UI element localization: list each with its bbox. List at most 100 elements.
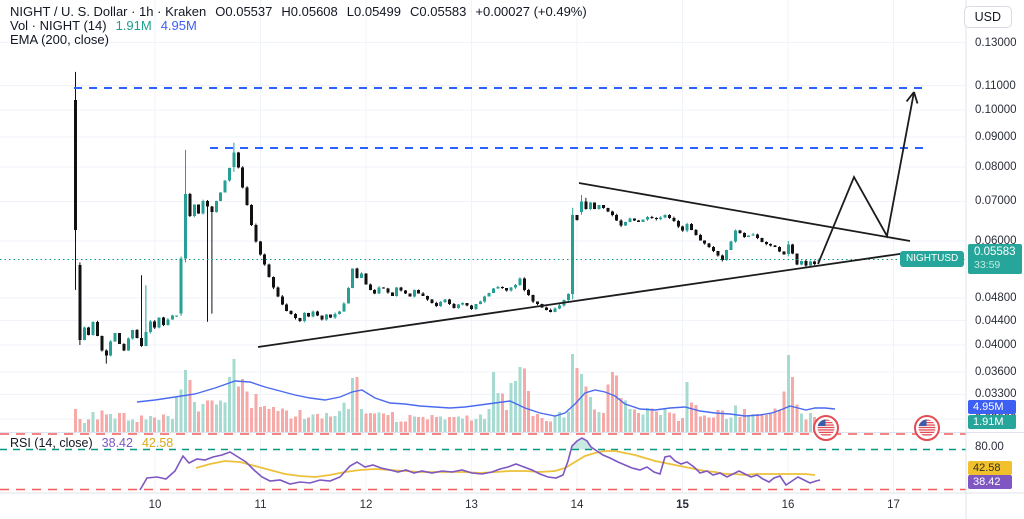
- volume-bar: [421, 416, 425, 432]
- volume-bar: [153, 417, 157, 432]
- candle: [800, 260, 803, 266]
- us-holiday-flag-icon[interactable]: [813, 415, 839, 441]
- candle: [148, 320, 152, 334]
- candle: [351, 268, 355, 289]
- currency-toggle-button[interactable]: USD: [963, 6, 1012, 28]
- volume-indicator-title: Vol · NIGHT (14): [10, 18, 107, 33]
- volume-bar: [628, 408, 632, 432]
- volume-legend-row[interactable]: Vol · NIGHT (14) 1.91M 4.95M: [10, 18, 197, 33]
- price-axis-label: 0.07000: [975, 195, 1017, 208]
- volume-bar: [197, 411, 201, 432]
- volume-bar: [773, 408, 777, 432]
- volume-bar: [676, 420, 680, 432]
- candle: [514, 283, 517, 289]
- price-axis-label: 0.08000: [975, 161, 1017, 174]
- volume-bar: [113, 418, 117, 432]
- volume-bar: [500, 393, 504, 432]
- us-holiday-flag-icon[interactable]: [914, 415, 940, 441]
- volume-bar: [522, 368, 526, 432]
- candle: [316, 310, 319, 317]
- candle: [78, 262, 82, 346]
- trendline-descending-resistance[interactable]: [578, 182, 911, 242]
- volume-bar: [716, 409, 720, 432]
- volume-bar: [505, 409, 509, 432]
- candle: [522, 277, 526, 292]
- volume-bar: [764, 415, 768, 432]
- volume-bar: [417, 417, 421, 432]
- candle: [153, 320, 157, 329]
- candle: [584, 197, 588, 210]
- trendline-rising-support[interactable]: [257, 251, 914, 348]
- candle: [263, 253, 267, 266]
- volume-bar: [404, 421, 407, 432]
- candle: [223, 180, 227, 193]
- symbol-legend-row[interactable]: NIGHT / U. S. Dollar · 1h · Kraken O0.05…: [10, 4, 587, 19]
- time-axis-label: 10: [148, 499, 162, 511]
- volume-bar: [483, 418, 487, 432]
- candle: [333, 312, 337, 319]
- candle: [478, 300, 482, 305]
- candle: [791, 243, 795, 255]
- volume-bar: [800, 413, 803, 432]
- volume-bar: [263, 405, 267, 432]
- volume-bar: [368, 413, 372, 432]
- volume-value: 1.91M: [115, 18, 152, 33]
- candle: [707, 242, 711, 249]
- candle: [118, 333, 121, 344]
- candle: [426, 295, 429, 301]
- volume-bar: [769, 413, 773, 432]
- candle: [509, 286, 513, 292]
- volume-bar: [448, 416, 451, 432]
- candle: [439, 301, 443, 307]
- volume-bar: [426, 419, 429, 432]
- candle: [206, 200, 209, 322]
- volume-bar: [140, 415, 143, 432]
- volume-bars-layer: [74, 354, 821, 432]
- volume-bar: [474, 419, 478, 432]
- volume-bar: [742, 409, 746, 432]
- volume-bar: [228, 377, 231, 432]
- volume-bar: [681, 417, 685, 432]
- candle: [364, 273, 368, 285]
- candle: [276, 286, 280, 298]
- candle: [197, 204, 201, 214]
- volume-bar: [285, 410, 289, 432]
- volume-bar: [751, 414, 755, 432]
- candle: [808, 260, 812, 267]
- candle: [254, 223, 258, 243]
- candle: [760, 237, 764, 243]
- candle: [113, 333, 117, 342]
- volume-bar: [91, 411, 95, 432]
- candle: [162, 316, 165, 327]
- volume-bar: [258, 407, 262, 432]
- candle: [637, 219, 641, 222]
- volume-bar: [157, 420, 161, 432]
- volume-bar: [166, 416, 170, 432]
- candle: [527, 288, 531, 297]
- current-price-badge: 0.05583 33:59: [968, 244, 1022, 275]
- volume-bar: [536, 413, 539, 432]
- rsi-legend-row[interactable]: RSI (14, close) 38.42 42.58: [10, 436, 173, 450]
- volume-bar: [210, 400, 214, 432]
- volume-bar: [527, 391, 531, 432]
- candle: [632, 218, 636, 222]
- symbol-price-label: NIGHTUSD: [900, 251, 964, 268]
- candle: [813, 260, 817, 266]
- candle: [734, 229, 737, 243]
- projection-arrow-line[interactable]: [817, 91, 915, 265]
- candle: [135, 329, 139, 339]
- candle: [654, 217, 658, 221]
- candle: [716, 251, 720, 257]
- candle: [250, 204, 253, 226]
- candle: [593, 202, 597, 210]
- volume-bar: [377, 412, 381, 432]
- volume-bar: [712, 417, 715, 432]
- ema-legend-row[interactable]: EMA (200, close): [10, 32, 109, 47]
- volume-bar: [492, 372, 495, 432]
- candle: [698, 233, 702, 241]
- candle: [769, 243, 773, 247]
- candle: [668, 214, 671, 219]
